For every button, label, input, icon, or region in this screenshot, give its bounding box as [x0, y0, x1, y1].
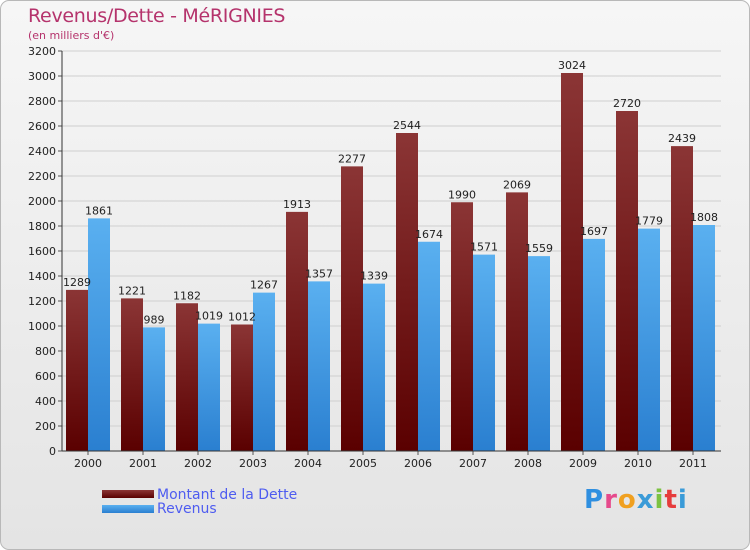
debt-bar-value-label: 1913 — [283, 198, 311, 211]
proxiti-logo: Proxiti — [584, 485, 688, 515]
chart-title: Revenus/Dette - MéRIGNIES — [28, 5, 286, 27]
x-tick-label: 2007 — [459, 457, 487, 470]
debt-bar-value-label: 1221 — [118, 284, 146, 297]
debt-bar-2001 — [121, 298, 143, 451]
x-tick-label: 2002 — [184, 457, 212, 470]
revenue-bar-2007 — [473, 254, 495, 451]
x-tick-label: 2004 — [294, 457, 322, 470]
debt-bar-value-label: 1289 — [63, 276, 91, 289]
x-tick-label: 2011 — [679, 457, 707, 470]
revenue-bar-value-label: 1571 — [470, 241, 498, 254]
x-tick-label: 2000 — [74, 457, 102, 470]
y-tick-label: 1800 — [28, 220, 56, 233]
debt-bar-2005 — [341, 166, 363, 451]
revenue-bar-value-label: 1808 — [690, 211, 718, 224]
data-labels: 1289 1861 1221 989 1182 1019 1012 1267 1913 1357 2… — [63, 59, 718, 326]
revenue-bar-2010 — [638, 228, 660, 451]
y-tick-label: 1600 — [28, 245, 56, 258]
debt-bar-2004 — [286, 211, 308, 451]
debt-bar-2011 — [671, 146, 693, 451]
debt-bar-value-label: 2069 — [503, 178, 531, 191]
legend-swatch-debt — [102, 490, 154, 498]
revenue-bar-value-label: 1559 — [525, 242, 553, 255]
debt-bar-2000 — [66, 289, 88, 451]
legend-label-debt: Montant de la Dette — [157, 487, 298, 503]
debt-bar-value-label: 2544 — [393, 119, 421, 132]
revenue-bar-value-label: 989 — [144, 313, 165, 326]
y-tick-label: 0 — [49, 445, 56, 458]
debt-bar-value-label: 1182 — [173, 289, 201, 302]
revenue-bar-2006 — [418, 241, 440, 451]
revenue-bar-value-label: 1674 — [415, 228, 443, 241]
y-tick-label: 2400 — [28, 145, 56, 158]
debt-bar-value-label: 2277 — [338, 152, 366, 165]
y-tick-label: 2200 — [28, 170, 56, 183]
logo-letter: P — [584, 485, 605, 515]
legend-swatch-revenue — [102, 505, 154, 513]
grid-lines — [62, 50, 721, 452]
y-tick-label: 3200 — [28, 45, 56, 58]
revenue-bar-value-label: 1019 — [195, 310, 223, 323]
revenue-bar-2001 — [143, 327, 165, 451]
x-tick-label: 2009 — [569, 457, 597, 470]
revenue-bar-2009 — [583, 238, 605, 451]
logo-letter: t — [664, 485, 678, 515]
revenue-bar-value-label: 1339 — [360, 270, 388, 283]
revenue-bar-2002 — [198, 323, 220, 451]
legend-label-revenue: Revenus — [157, 501, 217, 517]
bars — [66, 73, 715, 451]
revenue-bar-2005 — [363, 283, 385, 451]
chart-subtitle: (en milliers d'€) — [28, 29, 115, 42]
x-tick-label: 2005 — [349, 457, 377, 470]
y-tick-label: 1400 — [28, 270, 56, 283]
debt-bar-value-label: 2439 — [668, 132, 696, 145]
x-tick-label: 2008 — [514, 457, 542, 470]
y-axis-ticks: 0 200 400 600 800 1000 1200 1400 1600 1800 2000 220… — [28, 45, 62, 458]
debt-bar-2003 — [231, 324, 253, 451]
debt-bar-2002 — [176, 303, 198, 451]
logo-letter: x — [636, 485, 655, 515]
debt-bar-2007 — [451, 202, 473, 451]
logo-letter: r — [604, 485, 618, 515]
y-tick-label: 600 — [35, 370, 56, 383]
x-tick-label: 2001 — [129, 457, 157, 470]
debt-bar-value-label: 1990 — [448, 188, 476, 201]
revenue-bar-2008 — [528, 256, 550, 451]
y-tick-label: 1200 — [28, 295, 56, 308]
revenue-bar-2003 — [253, 292, 275, 451]
logo-letter: i — [654, 485, 665, 515]
y-tick-label: 1000 — [28, 320, 56, 333]
debt-bar-2009 — [561, 73, 583, 451]
revenue-bar-2011 — [693, 225, 715, 451]
debt-bar-value-label: 2720 — [613, 97, 641, 110]
x-axis-ticks: 2000 2001 2002 2003 2004 2005 2006 2007 2008 2009… — [74, 451, 707, 470]
revenue-bar-value-label: 1267 — [250, 279, 278, 292]
y-tick-label: 2800 — [28, 95, 56, 108]
revenue-bar-value-label: 1357 — [305, 267, 333, 280]
y-tick-label: 200 — [35, 420, 56, 433]
x-tick-label: 2010 — [624, 457, 652, 470]
revenue-bar-2000 — [88, 218, 110, 451]
revenue-bar-value-label: 1697 — [580, 225, 608, 238]
logo-letter: o — [617, 485, 637, 515]
revenue-bar-value-label: 1861 — [85, 204, 113, 217]
debt-bar-2006 — [396, 133, 418, 451]
revenue-bar-2004 — [308, 281, 330, 451]
debt-bar-2008 — [506, 192, 528, 451]
debt-bar-2010 — [616, 111, 638, 451]
revenue-bar-value-label: 1779 — [635, 215, 663, 228]
y-tick-label: 2600 — [28, 120, 56, 133]
debt-bar-value-label: 3024 — [558, 59, 586, 72]
y-tick-label: 2000 — [28, 195, 56, 208]
x-tick-label: 2006 — [404, 457, 432, 470]
y-tick-label: 400 — [35, 395, 56, 408]
y-tick-label: 3000 — [28, 70, 56, 83]
debt-bar-value-label: 1012 — [228, 311, 256, 324]
logo-letter: i — [677, 485, 688, 515]
x-tick-label: 2003 — [239, 457, 267, 470]
y-tick-label: 800 — [35, 345, 56, 358]
